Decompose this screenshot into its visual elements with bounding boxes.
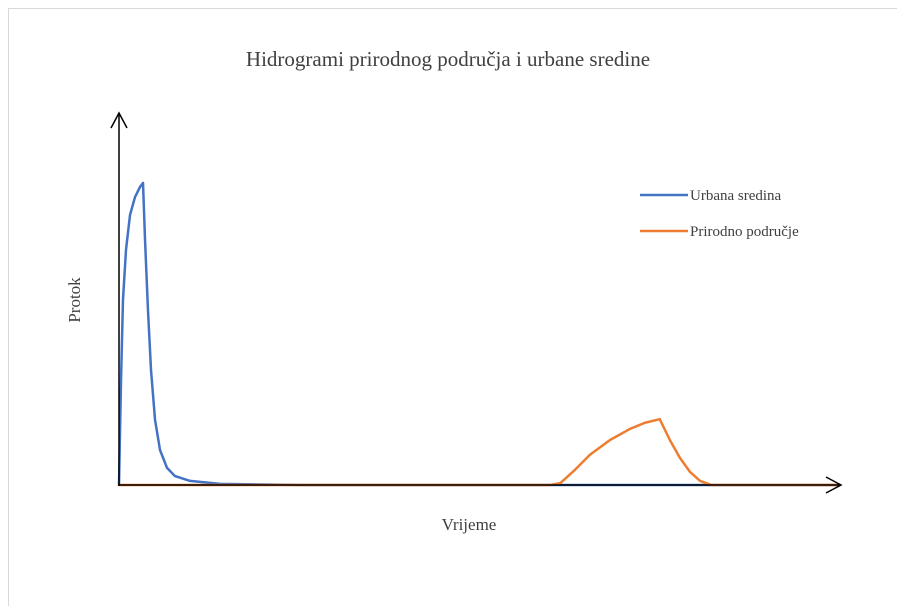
- x-axis-label: Vrijeme: [442, 515, 497, 534]
- legend-label: Prirodno područje: [690, 224, 799, 240]
- legend: Urbana sredina Prirodno područje: [640, 188, 799, 240]
- legend-label: Urbana sredina: [690, 188, 782, 204]
- series-line: [119, 419, 840, 485]
- chart-title: Hidrogrami prirodnog područja i urbane s…: [246, 47, 650, 71]
- y-axis-label: Protok: [65, 277, 84, 323]
